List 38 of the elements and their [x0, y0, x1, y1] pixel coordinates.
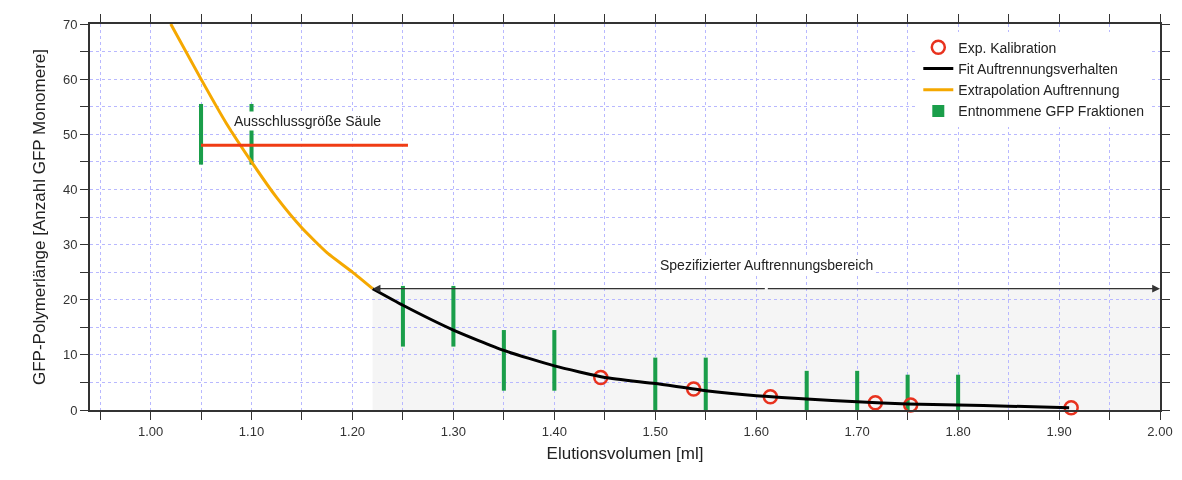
y-tick-label: 50	[62, 126, 78, 142]
y-tick-label: 20	[62, 292, 78, 308]
x-tick-label: 2.00	[1147, 423, 1173, 439]
bar	[400, 285, 405, 347]
bar	[653, 357, 658, 410]
x-tick-label: 1.00	[137, 423, 164, 439]
x-tick-label: 1.50	[642, 423, 668, 439]
bar	[552, 330, 557, 391]
y-tick-label: 60	[62, 71, 78, 87]
x-tick-label: 1.10	[238, 423, 265, 439]
y-tick-label: 40	[62, 181, 78, 197]
x-tick-label: 1.30	[440, 423, 467, 439]
x-tick-label: 1.80	[945, 423, 971, 439]
bar	[855, 370, 860, 410]
point	[1063, 400, 1079, 416]
x-axis-title: Elutionsvolumen [ml]	[546, 444, 704, 464]
bar	[804, 370, 809, 410]
legend-label: Extrapolation Auftrennung	[958, 82, 1120, 99]
legend-label: Fit Auftrennungsverhalten	[958, 60, 1118, 77]
x-tick-label: 1.40	[541, 423, 567, 439]
bar	[501, 330, 506, 391]
legend-label: Exp. Kalibration	[958, 39, 1057, 56]
y-tick-label: 30	[62, 237, 78, 253]
annotation: Ausschlussgröße Säule	[234, 113, 382, 129]
legend-label: Entnommene GFP Fraktionen	[958, 103, 1145, 120]
bar	[451, 285, 456, 347]
bar	[703, 357, 708, 410]
y-tick-label: 70	[62, 16, 78, 32]
bar	[199, 103, 204, 165]
bar	[956, 374, 961, 410]
x-tick-label: 1.20	[339, 423, 366, 439]
x-tick-label: 1.70	[844, 423, 870, 439]
annotation: Spezifizierter Auftrennungsbereich	[660, 257, 874, 273]
y-tick-label: 0	[70, 402, 78, 418]
x-tick-label: 1.60	[743, 423, 769, 439]
y-axis-title: GFP-Polymerlänge [Anzahl GFP Monomere]	[30, 48, 49, 386]
x-tick-label: 1.90	[1046, 423, 1072, 439]
y-tick-label: 10	[62, 347, 78, 363]
